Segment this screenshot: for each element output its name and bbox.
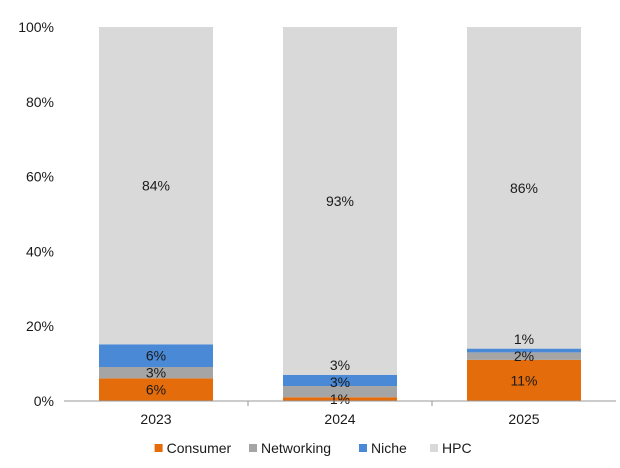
data-label: 2%: [514, 348, 534, 364]
data-label: 86%: [510, 180, 538, 196]
x-axis: 2023 2024 2025: [64, 400, 616, 427]
x-tick-label: 2023: [140, 411, 171, 427]
y-tick-label: 60%: [26, 169, 54, 185]
x-tick-label: 2025: [508, 411, 539, 427]
data-label: 11%: [511, 372, 538, 388]
data-label: 93%: [326, 193, 354, 209]
y-axis: 0% 20% 40% 60% 80% 100%: [18, 19, 54, 409]
data-label: 1%: [330, 391, 350, 407]
legend-label-niche: Niche: [371, 440, 407, 456]
data-label: 84%: [142, 178, 170, 194]
data-label: 1%: [514, 331, 534, 347]
legend-label-networking: Networking: [261, 440, 331, 456]
bar-hpc-2025: [467, 27, 581, 349]
legend-label-hpc: HPC: [442, 440, 472, 456]
bar-consumer-2025: [467, 359, 581, 401]
y-tick-label: 100%: [18, 19, 54, 35]
legend-swatch-networking: [249, 444, 257, 452]
legend: Consumer Networking Niche HPC: [154, 440, 472, 456]
bar-consumer-2024: [283, 397, 397, 401]
legend-label-consumer: Consumer: [167, 440, 232, 456]
bar-niche-2024: [283, 374, 397, 387]
bar-networking-2025: [467, 352, 581, 360]
y-tick-label: 40%: [26, 243, 54, 259]
bar-niche-2025: [467, 348, 581, 353]
y-tick-label: 80%: [26, 94, 54, 110]
y-tick-label: 20%: [26, 318, 54, 334]
data-label: 3%: [330, 374, 350, 390]
bar-networking-2024: [283, 386, 397, 398]
data-label: 6%: [146, 348, 166, 364]
x-tick-label: 2024: [324, 411, 355, 427]
bars: [99, 27, 581, 401]
y-tick-label: 0%: [34, 393, 54, 409]
data-label: 3%: [146, 365, 166, 381]
data-label: 6%: [146, 382, 166, 398]
bar-consumer-2023: [99, 378, 213, 401]
bar-networking-2023: [99, 367, 213, 379]
bar-hpc-2023: [99, 27, 213, 345]
data-label: 3%: [330, 357, 350, 373]
legend-swatch-niche: [359, 444, 367, 452]
bar-niche-2023: [99, 344, 213, 367]
data-labels: 6%3%6%84%1%3%3%93%11%2%1%86%: [142, 178, 538, 407]
legend-swatch-consumer: [154, 444, 163, 452]
legend-swatch-hpc: [430, 444, 438, 452]
bar-hpc-2024: [283, 27, 397, 375]
